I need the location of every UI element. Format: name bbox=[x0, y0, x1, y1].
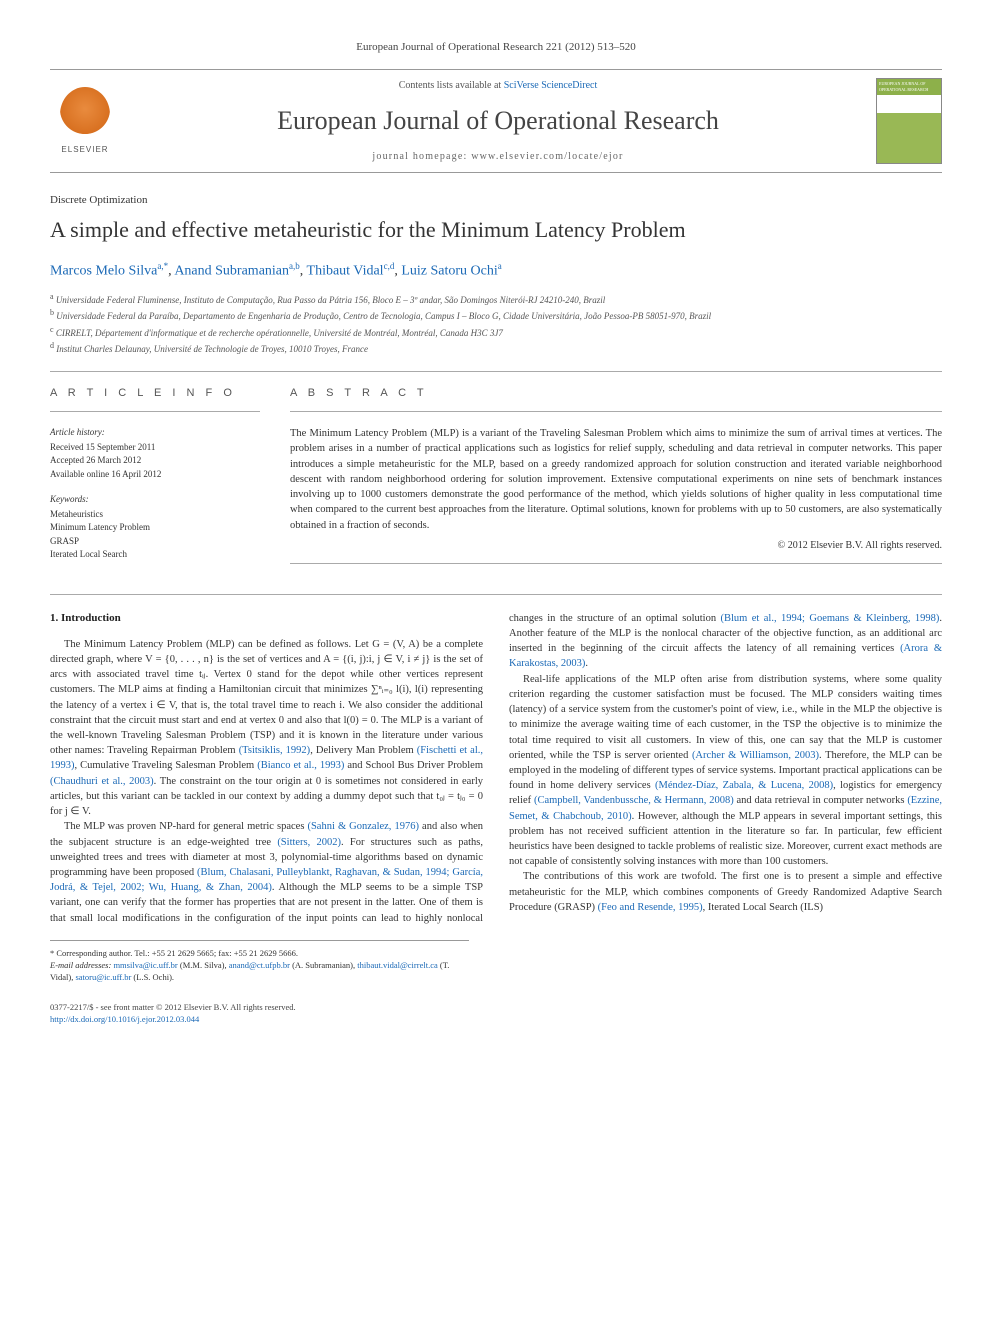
citation-link[interactable]: (Bianco et al., 1993) bbox=[257, 760, 344, 771]
article-title: A simple and effective metaheuristic for… bbox=[50, 215, 942, 246]
info-abstract-row: A R T I C L E I N F O Article history: R… bbox=[50, 386, 942, 578]
affiliations: a Universidade Federal Fluminense, Insti… bbox=[50, 291, 942, 357]
email-footnote: E-mail addresses: mmsilva@ic.uff.br (M.M… bbox=[50, 959, 469, 984]
cover-bg bbox=[877, 113, 941, 163]
publisher-block: ELSEVIER Contents lists available at Sci… bbox=[50, 69, 942, 173]
history-line: Received 15 September 2011 bbox=[50, 441, 260, 455]
rule bbox=[290, 563, 942, 564]
affiliation-line: a Universidade Federal Fluminense, Insti… bbox=[50, 291, 942, 308]
abstract-heading: A B S T R A C T bbox=[290, 386, 942, 401]
citation-link[interactable]: (Tsitsiklis, 1992) bbox=[239, 745, 311, 756]
email-link[interactable]: mmsilva@ic.uff.br bbox=[113, 960, 177, 970]
citation-header: European Journal of Operational Research… bbox=[50, 40, 942, 55]
journal-header-center: Contents lists available at SciVerse Sci… bbox=[120, 79, 876, 163]
affiliation-line: b Universidade Federal da Paraíba, Depar… bbox=[50, 307, 942, 324]
abstract-text: The Minimum Latency Problem (MLP) is a v… bbox=[290, 426, 942, 533]
journal-cover-thumbnail: EUROPEAN JOURNAL OF OPERATIONAL RESEARCH bbox=[876, 78, 942, 164]
author-link[interactable]: Marcos Melo Silva bbox=[50, 263, 157, 278]
footnotes: * Corresponding author. Tel.: +55 21 262… bbox=[50, 940, 469, 984]
citation-link[interactable]: (Sahni & Gonzalez, 1976) bbox=[307, 821, 419, 832]
abstract-copyright: © 2012 Elsevier B.V. All rights reserved… bbox=[290, 539, 942, 553]
contents-available-line: Contents lists available at SciVerse Sci… bbox=[130, 79, 866, 93]
citation-link[interactable]: (Campbell, Vandenbussche, & Hermann, 200… bbox=[534, 795, 734, 806]
corresponding-footnote: * Corresponding author. Tel.: +55 21 262… bbox=[50, 947, 469, 959]
elsevier-logo: ELSEVIER bbox=[50, 81, 120, 161]
citation-link[interactable]: (Sitters, 2002) bbox=[277, 837, 341, 848]
section-label: Discrete Optimization bbox=[50, 193, 942, 208]
author-aff: c,d bbox=[384, 261, 395, 271]
keywords-label: Keywords: bbox=[50, 493, 260, 506]
citation-link[interactable]: (Archer & Williamson, 2003) bbox=[692, 750, 819, 761]
author-aff: a,b bbox=[289, 261, 300, 271]
article-info-column: A R T I C L E I N F O Article history: R… bbox=[50, 386, 260, 578]
keyword: Metaheuristics bbox=[50, 508, 260, 522]
keywords: Keywords: Metaheuristics Minimum Latency… bbox=[50, 493, 260, 562]
author-aff: a bbox=[498, 261, 502, 271]
body-para: The contributions of this work are twofo… bbox=[509, 869, 942, 915]
history-line: Accepted 26 March 2012 bbox=[50, 454, 260, 468]
contents-prefix: Contents lists available at bbox=[399, 80, 504, 91]
footer: 0377-2217/$ - see front matter © 2012 El… bbox=[50, 1002, 942, 1026]
keyword: GRASP bbox=[50, 535, 260, 549]
intro-heading: 1. Introduction bbox=[50, 611, 483, 627]
journal-homepage: journal homepage: www.elsevier.com/locat… bbox=[130, 150, 866, 164]
rule bbox=[50, 371, 942, 372]
elsevier-wordmark: ELSEVIER bbox=[61, 144, 108, 155]
author-link[interactable]: Thibaut Vidal bbox=[307, 263, 384, 278]
article-history: Article history: Received 15 September 2… bbox=[50, 426, 260, 481]
homepage-url: www.elsevier.com/locate/ejor bbox=[471, 151, 623, 162]
email-link[interactable]: thibaut.vidal@cirrelt.ca bbox=[357, 960, 438, 970]
citation-link[interactable]: (Feo and Resende, 1995) bbox=[598, 902, 703, 913]
body-two-column: 1. Introduction The Minimum Latency Prob… bbox=[50, 611, 942, 926]
rule bbox=[290, 411, 942, 412]
author-link[interactable]: Luiz Satoru Ochi bbox=[401, 263, 497, 278]
abstract-column: A B S T R A C T The Minimum Latency Prob… bbox=[290, 386, 942, 578]
cover-title: EUROPEAN JOURNAL OF OPERATIONAL RESEARCH bbox=[877, 79, 941, 95]
email-label: E-mail addresses: bbox=[50, 960, 113, 970]
email-link[interactable]: satoru@ic.uff.br bbox=[75, 972, 131, 982]
authors-line: Marcos Melo Silvaa,*, Anand Subramaniana… bbox=[50, 260, 942, 281]
author-aff: a,* bbox=[157, 261, 168, 271]
sciencedirect-link[interactable]: SciVerse ScienceDirect bbox=[504, 80, 598, 91]
rule bbox=[50, 594, 942, 595]
keyword: Minimum Latency Problem bbox=[50, 521, 260, 535]
homepage-prefix: journal homepage: bbox=[372, 151, 471, 162]
affiliation-line: d Institut Charles Delaunay, Université … bbox=[50, 340, 942, 357]
citation-link[interactable]: (Méndez-Díaz, Zabala, & Lucena, 2008) bbox=[655, 780, 833, 791]
footer-left: 0377-2217/$ - see front matter © 2012 El… bbox=[50, 1002, 296, 1026]
corresponding-mark[interactable]: * bbox=[164, 261, 169, 271]
citation-link[interactable]: (Chaudhuri et al., 2003) bbox=[50, 776, 154, 787]
affiliation-line: c CIRRELT, Département d'informatique et… bbox=[50, 324, 942, 341]
doi-link[interactable]: http://dx.doi.org/10.1016/j.ejor.2012.03… bbox=[50, 1014, 199, 1024]
rule bbox=[50, 411, 260, 412]
body-para: Real-life applications of the MLP often … bbox=[509, 672, 942, 870]
keyword: Iterated Local Search bbox=[50, 548, 260, 562]
article-info-heading: A R T I C L E I N F O bbox=[50, 386, 260, 401]
elsevier-tree-icon bbox=[60, 87, 110, 142]
citation-link[interactable]: (Blum et al., 1994; Goemans & Kleinberg,… bbox=[721, 613, 940, 624]
email-link[interactable]: anand@ct.ufpb.br bbox=[229, 960, 290, 970]
journal-name: European Journal of Operational Research bbox=[130, 103, 866, 139]
history-line: Available online 16 April 2012 bbox=[50, 468, 260, 482]
history-label: Article history: bbox=[50, 426, 260, 439]
front-matter-line: 0377-2217/$ - see front matter © 2012 El… bbox=[50, 1002, 296, 1014]
body-para: The Minimum Latency Problem (MLP) can be… bbox=[50, 637, 483, 820]
author-link[interactable]: Anand Subramanian bbox=[174, 263, 289, 278]
